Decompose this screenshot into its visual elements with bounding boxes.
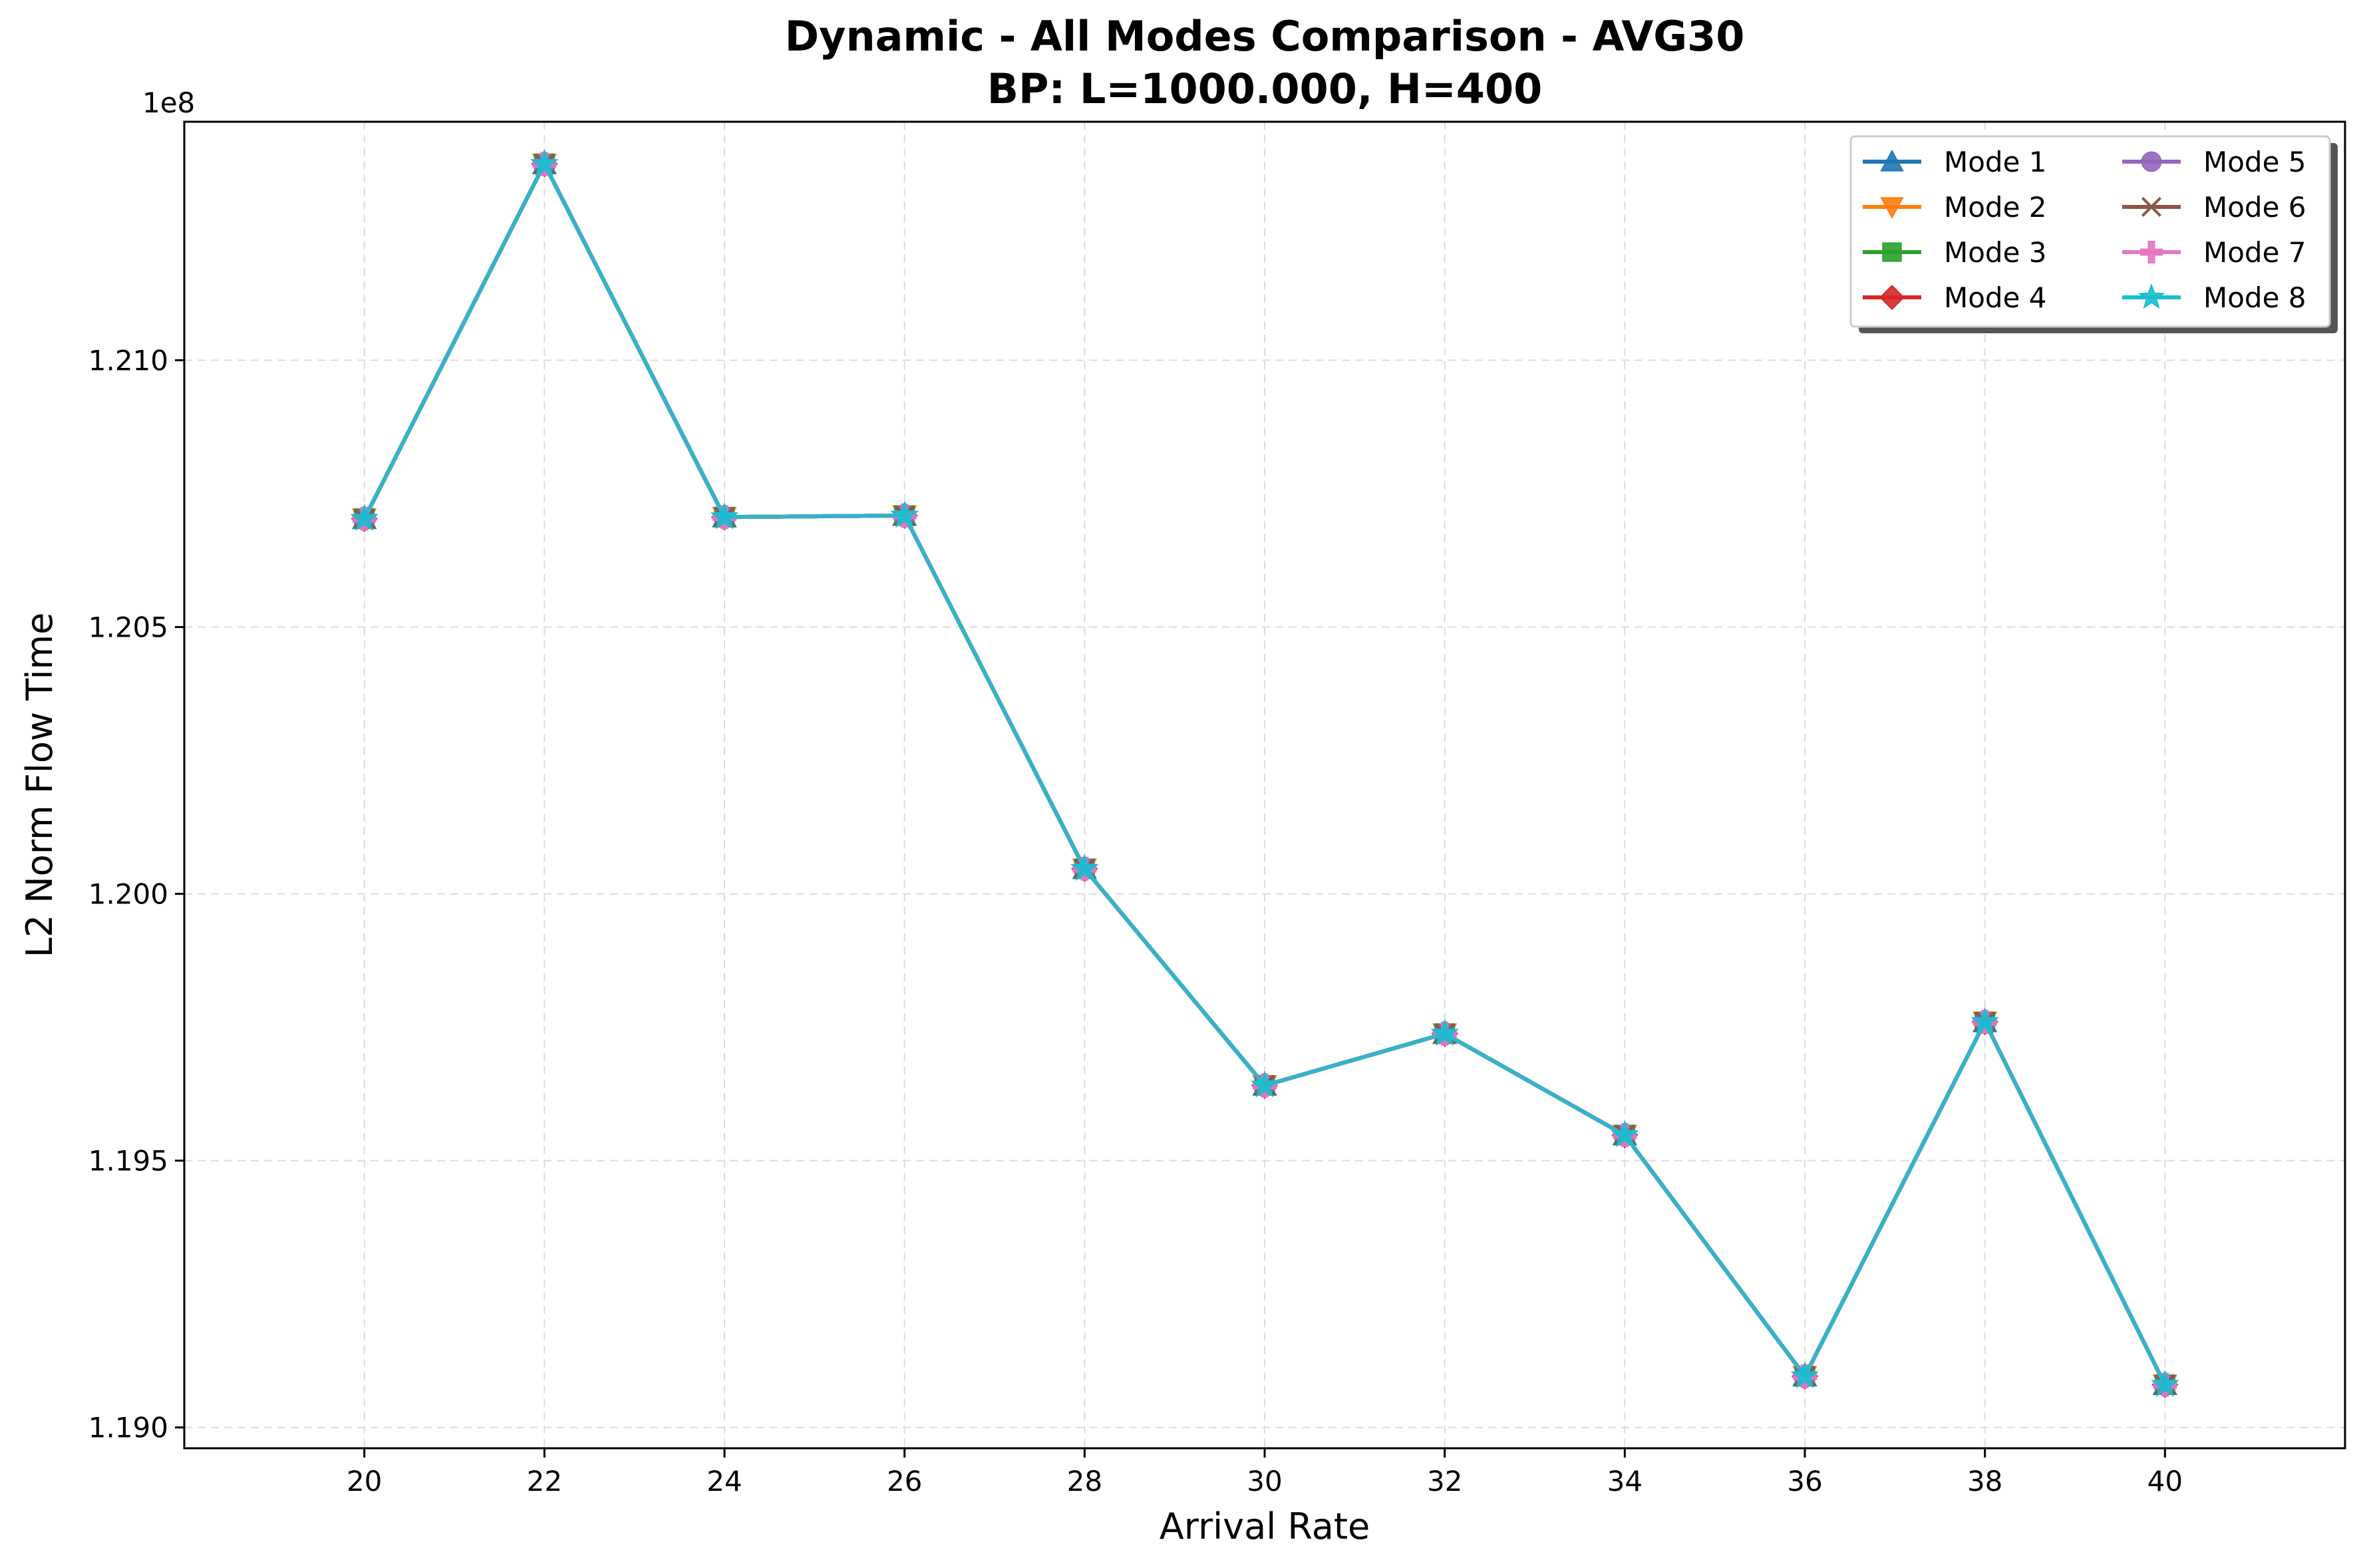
- legend-item: Mode 3: [1863, 236, 2047, 269]
- data-point: [1970, 1007, 2000, 1034]
- data-point: [1610, 1120, 1639, 1148]
- x-tick-label: 26: [887, 1465, 922, 1497]
- y-tick-label: 1.210: [88, 345, 168, 377]
- legend-item: Mode 7: [2122, 236, 2306, 269]
- legend-label: Mode 2: [1944, 191, 2047, 224]
- data-point: [1882, 242, 1902, 262]
- data-point: [1880, 149, 1904, 172]
- y-tick-label: 1.190: [88, 1412, 168, 1444]
- legend-label: Mode 8: [2203, 281, 2306, 314]
- data-point: [1250, 1070, 1279, 1098]
- legend-item: Mode 4: [1863, 281, 2047, 314]
- data-point: [2137, 283, 2165, 309]
- y-tick-label: 1.205: [88, 611, 168, 644]
- x-tick-label: 24: [707, 1465, 742, 1497]
- x-tick-label: 36: [1787, 1465, 1822, 1497]
- data-point: [1430, 1019, 1460, 1046]
- data-point-stroke: [2141, 196, 2162, 218]
- x-tick-label: 40: [2147, 1465, 2183, 1497]
- y-axis-label: L2 Norm Flow Time: [19, 613, 61, 958]
- legend-label: Mode 5: [2203, 146, 2306, 178]
- data-point: [1070, 854, 1099, 881]
- legend: Mode 1 Mode 2 Mode 3 Mode 4 Mode 5 Mode 6 Mode…: [1849, 135, 2338, 333]
- series-group: [350, 148, 2179, 1398]
- legend-item: Mode 8: [2122, 281, 2306, 314]
- data-point: [2141, 196, 2162, 218]
- x-axis-label: Arrival Rate: [1160, 1505, 1370, 1547]
- x-tick-label: 30: [1247, 1465, 1282, 1497]
- y-tick-label: 1.200: [88, 878, 168, 911]
- legend-label: Mode 3: [1944, 236, 2047, 269]
- data-point: [1880, 197, 1904, 220]
- x-tick-label: 20: [347, 1465, 382, 1497]
- data-point: [2141, 151, 2162, 172]
- x-axis-ticks: 20 22 24 26 28 30 32 34 36 38 40: [347, 1448, 2183, 1497]
- x-tick-label: 28: [1067, 1465, 1102, 1497]
- y-tick-label: 1.195: [88, 1145, 168, 1177]
- x-tick-label: 38: [1967, 1465, 2002, 1497]
- legend-item: Mode 6: [2122, 191, 2306, 224]
- legend-label: Mode 1: [1944, 146, 2047, 178]
- data-point: [350, 504, 379, 531]
- legend-item: Mode 2: [1863, 191, 2047, 224]
- x-tick-label: 32: [1427, 1465, 1462, 1497]
- legend-item: Mode 1: [1863, 146, 2047, 178]
- chart-title-line2: BP: L=1000.000, H=400: [987, 65, 1542, 113]
- legend-label: Mode 7: [2203, 236, 2306, 269]
- legend-item: Mode 5: [2122, 146, 2306, 178]
- data-point: [1790, 1361, 1819, 1388]
- x-tick-label: 34: [1607, 1465, 1643, 1497]
- series-mode-8: [350, 148, 2179, 1397]
- data-point: [530, 148, 559, 176]
- legend-items: Mode 1 Mode 2 Mode 3 Mode 4 Mode 5 Mode 6 Mode…: [1863, 146, 2306, 314]
- legend-box: [1849, 135, 2331, 328]
- chart-title-line1: Dynamic - All Modes Comparison - AVG30: [785, 12, 1745, 61]
- x-tick-label: 22: [527, 1465, 562, 1497]
- y-offset-label: 1e8: [142, 86, 195, 119]
- data-point: [710, 502, 739, 530]
- grid: [184, 122, 2345, 1448]
- data-point: [890, 500, 919, 528]
- legend-label: Mode 4: [1944, 281, 2047, 314]
- data-point: [1879, 284, 1905, 311]
- data-point: [2140, 241, 2163, 263]
- legend-label: Mode 6: [2203, 191, 2306, 224]
- data-point: [2150, 1370, 2179, 1397]
- y-axis-ticks: 1.190 1.195 1.200 1.205 1.210: [88, 345, 184, 1444]
